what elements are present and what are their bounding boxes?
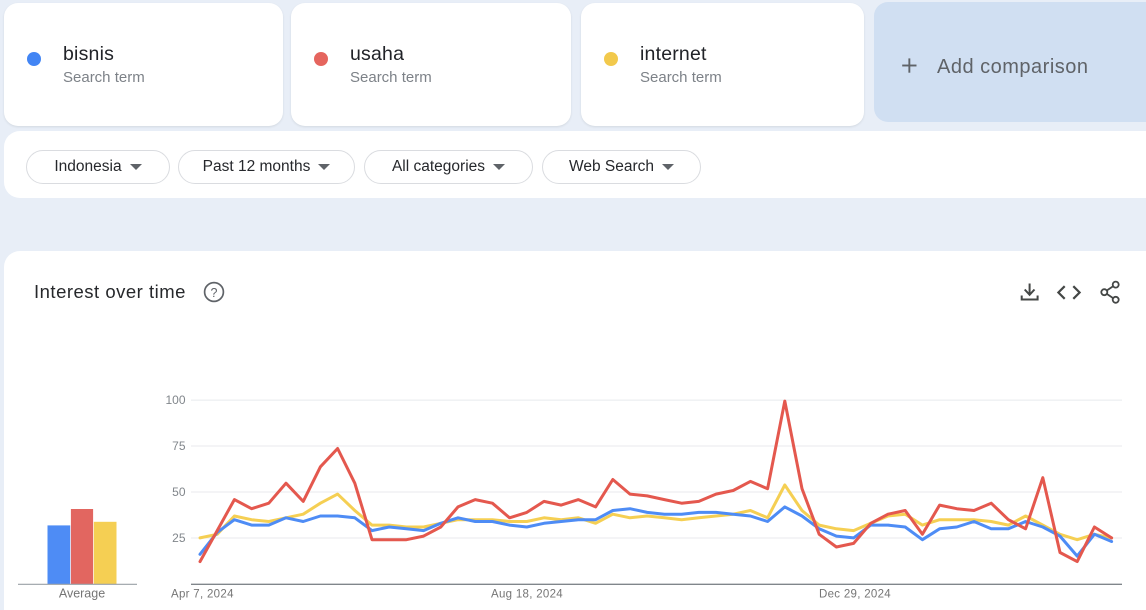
- svg-text:100: 100: [165, 393, 185, 407]
- svg-text:50: 50: [172, 485, 186, 499]
- svg-text:Average: Average: [59, 587, 105, 601]
- svg-text:25: 25: [172, 531, 186, 545]
- svg-text:Apr 7, 2024: Apr 7, 2024: [171, 589, 234, 601]
- svg-text:75: 75: [172, 439, 186, 453]
- svg-text:Dec 29, 2024: Dec 29, 2024: [819, 589, 891, 601]
- svg-text:Aug 18, 2024: Aug 18, 2024: [491, 589, 563, 601]
- svg-text:?: ?: [211, 286, 218, 300]
